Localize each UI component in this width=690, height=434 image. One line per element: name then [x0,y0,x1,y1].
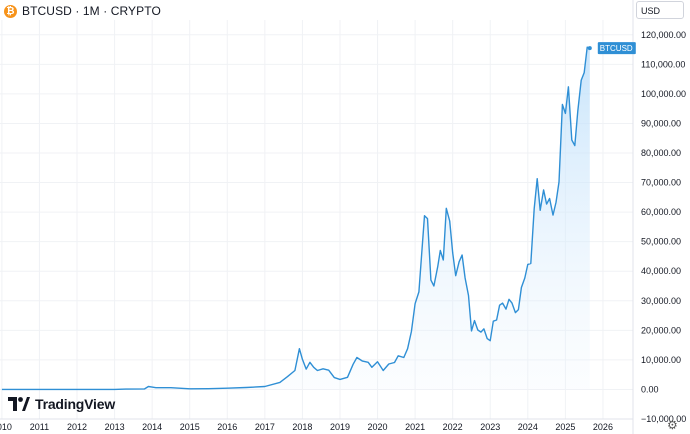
bitcoin-icon: ₿ [4,4,17,18]
tradingview-mark-icon [8,397,30,411]
symbol-title: BTCUSD · 1M · CRYPTO [22,4,161,18]
chart-grid [0,20,633,420]
x-tick-label: 2016 [217,422,237,432]
series-area-fill [1,47,590,390]
y-tick-label: 120,000.00 [641,30,686,40]
x-tick-label: 2010 [0,422,12,432]
y-tick-label: 50,000.00 [641,237,681,247]
y-tick-label: 70,000.00 [641,178,681,188]
tradingview-wordmark: TradingView [35,396,116,412]
currency-selector[interactable]: USD [636,1,684,19]
y-tick-label: 90,000.00 [641,118,681,128]
x-tick-label: 2023 [480,422,500,432]
y-tick-label: 0.00 [641,384,659,394]
y-tick-label: 60,000.00 [641,207,681,217]
y-tick-label: 40,000.00 [641,266,681,276]
y-tick-label: 30,000.00 [641,296,681,306]
x-tick-label: 2025 [555,422,575,432]
last-price-label-bg [597,42,636,55]
x-tick-label: 2026 [593,422,613,432]
x-tick-label: 2019 [330,422,350,432]
y-tick-label: −10,000.00 [641,414,686,424]
y-tick-label: 100,000.00 [641,89,686,99]
x-tick-label: 2011 [30,422,49,432]
x-tick-label: 2013 [105,422,125,432]
x-tick-label: 2017 [255,422,275,432]
x-tick-label: 2024 [518,422,538,432]
y-tick-label: 20,000.00 [641,325,681,335]
tradingview-logo[interactable]: TradingView [8,396,115,412]
x-tick-label: 2018 [292,422,312,432]
last-price-label: BTCUSD [600,44,633,53]
y-tick-label: 80,000.00 [641,148,681,158]
last-price-dot [587,46,592,51]
y-tick-label: 10,000.00 [641,355,681,365]
y-tick-label: 110,000.00 [641,59,685,69]
x-tick-label: 2022 [443,422,463,432]
symbol-header[interactable]: ₿ BTCUSD · 1M · CRYPTO [4,3,161,19]
x-tick-label: 2020 [368,422,388,432]
chart-area [1,46,592,391]
settings-gear-icon[interactable]: ⚙ [667,418,678,432]
x-tick-label: 2015 [180,422,200,432]
x-tick-label: 2021 [405,422,425,432]
x-tick-label: 2012 [67,422,87,432]
x-tick-label: 2014 [142,422,162,432]
series-line [1,46,591,391]
